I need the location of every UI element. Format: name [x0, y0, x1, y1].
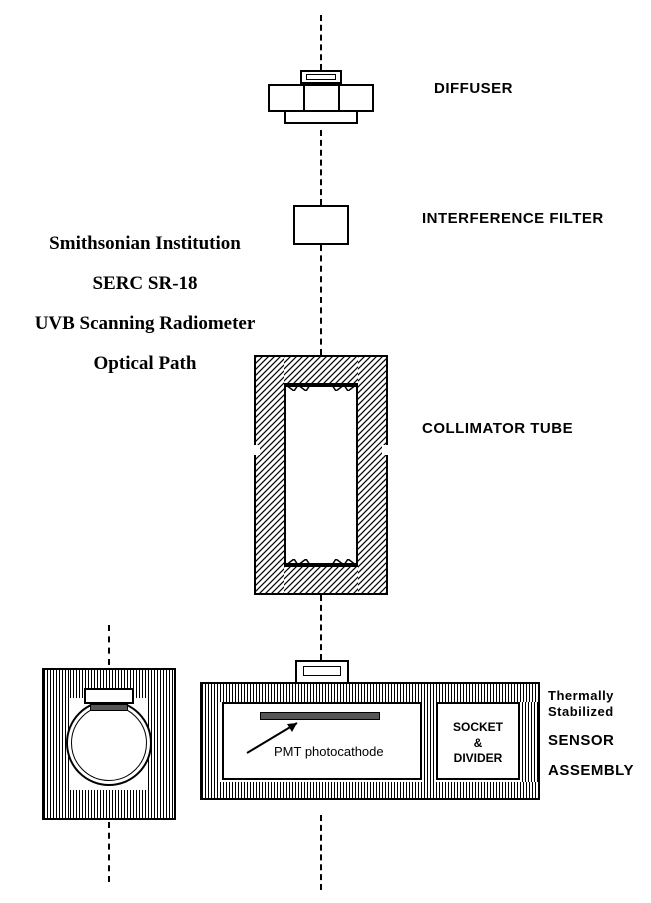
- title-line: Optical Path: [20, 344, 270, 384]
- title-line: SERC SR-18: [20, 264, 270, 304]
- centerline: [320, 595, 322, 660]
- hatch: [202, 684, 538, 702]
- centerline-front: [108, 822, 110, 882]
- centerline: [320, 245, 322, 355]
- centerline-front: [108, 625, 110, 665]
- title-line: UVB Scanning Radiometer: [20, 304, 270, 344]
- hatch: [256, 357, 284, 593]
- sensor-label: SENSOR: [548, 732, 614, 749]
- hatch: [202, 782, 538, 798]
- collimator-tube-label: COLLIMATOR TUBE: [422, 420, 573, 437]
- title-line: Smithsonian Institution: [20, 224, 270, 264]
- assembly-label: ASSEMBLY: [548, 762, 634, 779]
- hatch: [522, 702, 538, 782]
- hatch: [284, 567, 358, 593]
- hatch: [424, 702, 434, 782]
- socket-label: SOCKET: [438, 720, 518, 736]
- hatch: [284, 357, 358, 383]
- hatch: [202, 702, 220, 782]
- title-block: Smithsonian Institution SERC SR-18 UVB S…: [20, 224, 270, 384]
- centerline: [320, 130, 322, 205]
- diffuser-label: DIFFUSER: [434, 80, 513, 97]
- collimator-tube-diagram: [254, 355, 388, 595]
- socket-amp: &: [438, 736, 518, 752]
- divider-label: DIVIDER: [438, 751, 518, 767]
- diffuser-diagram: [268, 70, 374, 130]
- sensor-assembly-side-view: SOCKET & DIVIDER PMT photocathode: [200, 660, 540, 815]
- socket-divider-box: SOCKET & DIVIDER: [436, 702, 520, 780]
- centerline: [320, 815, 322, 890]
- hatch: [358, 357, 386, 593]
- centerline: [320, 15, 322, 70]
- hatch: [70, 790, 148, 818]
- interference-filter-label: INTERFERENCE FILTER: [422, 210, 604, 227]
- stabilized-label: Stabilized: [548, 704, 614, 719]
- sensor-assembly-front-view: [42, 668, 176, 820]
- thermally-label: Thermally: [548, 688, 614, 703]
- pmt-photocathode-label: PMT photocathode: [274, 744, 384, 759]
- interference-filter-diagram: [293, 205, 349, 245]
